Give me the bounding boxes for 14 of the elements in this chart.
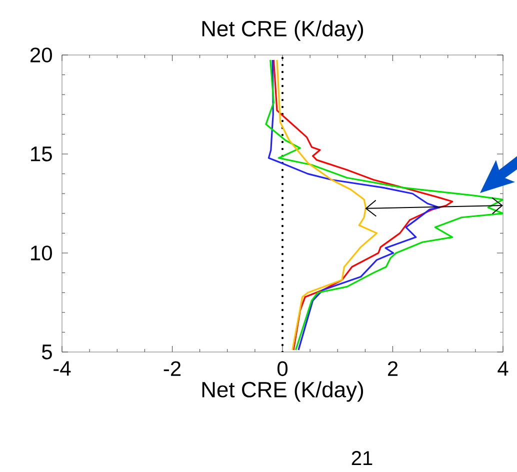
- line-series: [265, 59, 504, 351]
- y-tick-label: 20: [30, 48, 52, 62]
- x-tick-label: -2: [164, 361, 181, 376]
- text: 21: [352, 451, 372, 465]
- y-tick-label: 15: [31, 146, 52, 162]
- x-axis-title: Net CRE (K/day): [202, 381, 364, 402]
- x-tick-label: 4: [498, 361, 508, 376]
- chart-title: Net CRE (K/day): [202, 20, 364, 41]
- x-tick-label: 0: [277, 361, 288, 376]
- x-tick-label: 2: [388, 361, 398, 376]
- y-tick-label: 10: [31, 246, 52, 260]
- x-tick-label: -4: [54, 361, 71, 376]
- line-series: [276, 59, 378, 351]
- y-tick-label: 5: [42, 344, 52, 360]
